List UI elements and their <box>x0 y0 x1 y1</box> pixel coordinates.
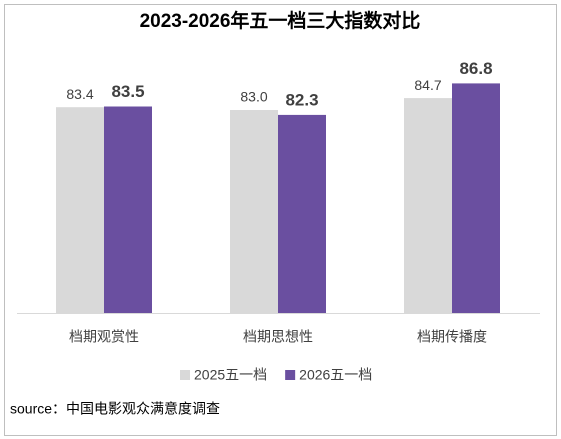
legend-label: 2026五一档 <box>299 367 372 383</box>
value-label: 83.0 <box>240 89 267 105</box>
value-label: 83.4 <box>66 86 93 102</box>
bar <box>278 114 326 314</box>
x-tick-label: 档期观赏性 <box>69 329 139 345</box>
chart-border <box>4 4 557 436</box>
bar <box>56 107 104 313</box>
value-label: 82.3 <box>285 90 318 109</box>
source: source：中国电影观众满意度调查 <box>10 401 220 417</box>
x-tick-label: 档期传播度 <box>417 329 487 345</box>
legend-swatch <box>285 370 296 380</box>
value-label: 83.5 <box>111 82 144 101</box>
value-label: 86.8 <box>459 59 492 78</box>
bar <box>404 98 452 313</box>
legend-label: 2025五一档 <box>194 367 267 383</box>
value-label: 84.7 <box>414 77 441 93</box>
x-tick-label: 档期思想性 <box>243 329 313 345</box>
chart-title: 2023-2026年五一档三大指数对比 <box>140 9 421 32</box>
bar <box>452 83 500 314</box>
bar <box>104 106 152 313</box>
bar <box>230 110 278 313</box>
legend-swatch <box>180 370 190 380</box>
